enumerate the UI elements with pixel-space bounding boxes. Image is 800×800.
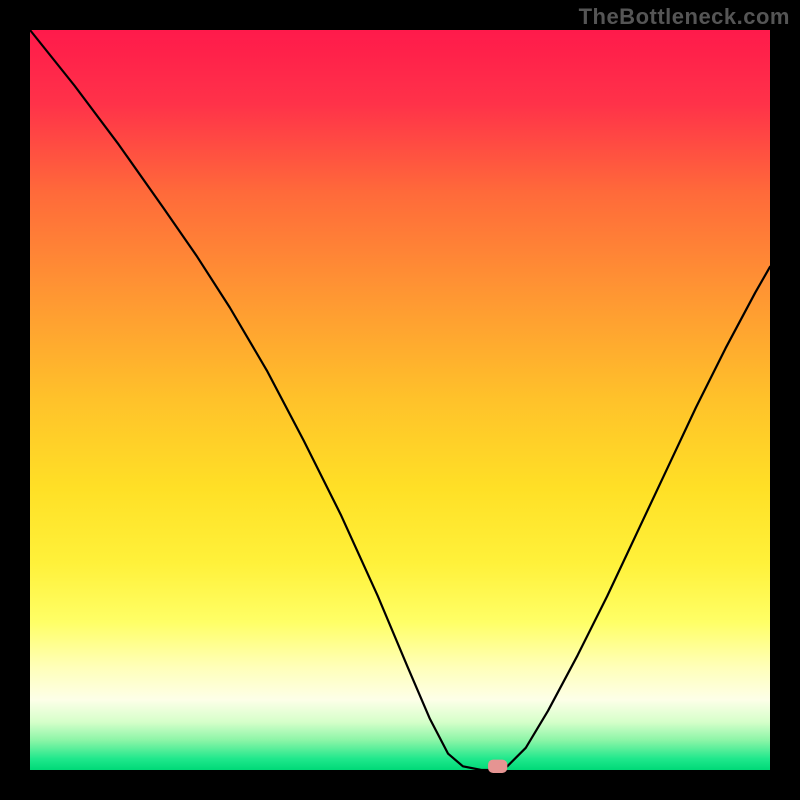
watermark-text: TheBottleneck.com bbox=[579, 4, 790, 30]
chart-frame: TheBottleneck.com bbox=[0, 0, 800, 800]
plot-background bbox=[30, 30, 770, 770]
optimum-marker bbox=[488, 760, 507, 773]
bottleneck-chart bbox=[0, 0, 800, 800]
